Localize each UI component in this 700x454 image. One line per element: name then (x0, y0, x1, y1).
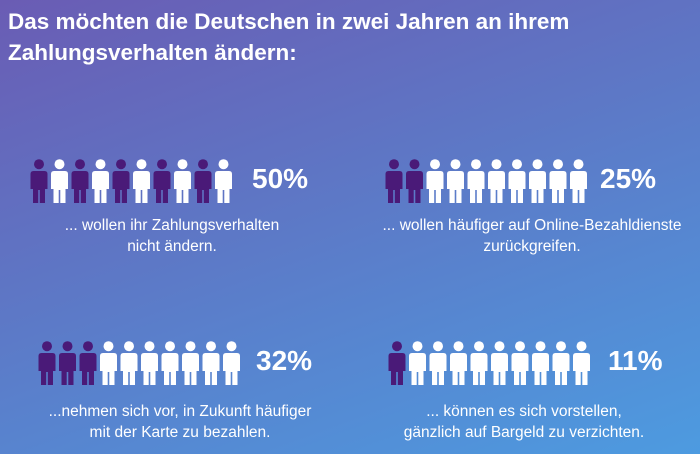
person-icon (552, 341, 570, 385)
person-icon (426, 159, 444, 203)
person-icon (153, 159, 171, 203)
person-icon (215, 159, 232, 203)
person-icon (508, 159, 526, 203)
person-icon (491, 341, 508, 385)
person-icon (79, 341, 97, 385)
person-icon (120, 341, 138, 385)
person-icon (467, 159, 485, 203)
person-icon (59, 341, 76, 385)
person-icon (112, 159, 130, 203)
person-icon (38, 341, 56, 385)
person-icon (223, 341, 240, 385)
person-icon (573, 341, 590, 385)
person-icon (174, 159, 191, 203)
stat-description: ... wollen ihr Zahlungsverhalten nicht än… (0, 215, 352, 257)
person-icon (100, 341, 117, 385)
people-row (385, 159, 587, 203)
percentage-label: 32% (256, 345, 313, 376)
stat-description: ... können es sich vorstellen, gänzlich a… (344, 401, 700, 443)
percentage-label: 25% (600, 163, 657, 194)
description-line: ...nehmen sich vor, in Zukunft häufiger (48, 403, 312, 420)
person-icon (450, 341, 467, 385)
description-line: nicht ändern. (127, 238, 217, 255)
people-row (388, 341, 590, 385)
person-icon (529, 159, 546, 203)
person-icon (511, 341, 529, 385)
person-icon (202, 341, 220, 385)
person-icon (570, 159, 587, 203)
person-icon (194, 159, 212, 203)
person-icon (182, 341, 199, 385)
person-icon (71, 159, 89, 203)
person-icon (488, 159, 505, 203)
person-icon (447, 159, 464, 203)
people-row (38, 341, 240, 385)
person-icon (549, 159, 567, 203)
description-line: ... wollen ihr Zahlungsverhalten (64, 217, 280, 234)
person-icon (385, 159, 403, 203)
person-icon (30, 159, 48, 203)
person-icon (141, 341, 158, 385)
description-line: ... können es sich vorstellen, (426, 403, 622, 420)
person-icon (409, 341, 426, 385)
person-icon (532, 341, 549, 385)
person-icon (133, 159, 150, 203)
stat-description: ... wollen häufiger auf Online-Bezahldie… (352, 215, 700, 257)
percentage-label: 11% (608, 345, 663, 376)
person-icon (161, 341, 179, 385)
person-icon (51, 159, 68, 203)
person-icon (92, 159, 109, 203)
description-line: mit der Karte zu bezahlen. (89, 424, 271, 441)
stat-description: ...nehmen sich vor, in Zukunft häufiger m… (0, 401, 360, 443)
person-icon (388, 341, 406, 385)
page-title: Das möchten die Deutschen in zwei Jahren… (8, 9, 570, 65)
person-icon (429, 341, 447, 385)
person-icon (470, 341, 488, 385)
person-icon (406, 159, 423, 203)
percentage-label: 50% (252, 163, 309, 194)
description-line: gänzlich auf Bargeld zu verzichten. (403, 424, 645, 441)
description-line: zurückgreifen. (483, 238, 581, 255)
description-line: ... wollen häufiger auf Online-Bezahldie… (382, 217, 682, 234)
people-row (30, 159, 232, 203)
